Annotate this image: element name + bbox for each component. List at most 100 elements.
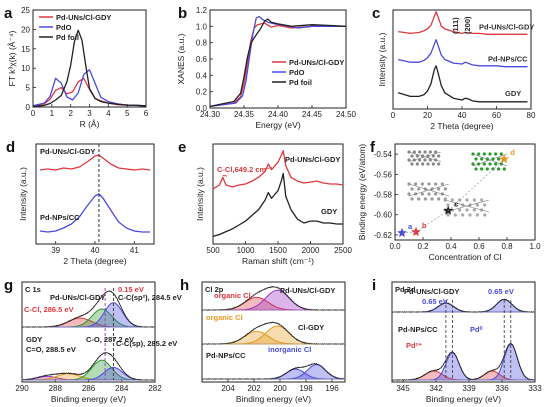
spectrum-annotation: organic Cl <box>206 313 243 322</box>
atom <box>491 167 495 171</box>
x-tick-label: 6 <box>144 109 149 118</box>
atom <box>482 152 486 156</box>
panel-c: 0 20 40 60 80 2 Theta (degree) Intensity (a.u.… <box>372 5 536 131</box>
point-label: d <box>510 148 515 157</box>
atom <box>502 167 506 171</box>
x-tick-label: 40 <box>458 111 467 120</box>
spectrum-annotation: Pd-UNs/Cl-GDY <box>404 287 459 296</box>
panel-label-d: d <box>6 139 15 156</box>
x-tick-label: 198 <box>299 384 313 393</box>
spectrum-annotation: C-O, 287.2 eV <box>86 335 134 344</box>
x-tick-label: 5 <box>125 109 130 118</box>
panel-i: 345 342 339 336 333 Binding energy (eV) Pd-UNs… <box>372 277 542 404</box>
atom <box>483 203 487 207</box>
spectrum-annotation: Pd-UNs/Cl-GDY <box>280 286 335 295</box>
legend-entry: PdO <box>289 68 305 77</box>
x-tick-label: 204 <box>221 384 235 393</box>
atom <box>497 167 501 171</box>
spectrum-annotation: organic Cl <box>214 291 251 300</box>
spectrum-annotation: inorganic Cl <box>268 345 311 354</box>
x-tick-label: 2000 <box>302 246 320 255</box>
y-tick-label: 0.4 <box>196 71 208 80</box>
x-tick-label: 1 <box>50 109 55 118</box>
x-tick-label: 0 <box>391 111 396 120</box>
x-tick-label: 345 <box>396 384 410 393</box>
x-tick-label: 2 <box>68 109 73 118</box>
y-axis-label: XANES (a.u.) <box>176 33 186 84</box>
legend-entry: Pd-UNs/Cl-GDY <box>56 13 111 22</box>
x-tick-label: 24.45 <box>302 110 323 119</box>
atom <box>428 150 432 154</box>
series-label: Pd-UNs/Cl-GDY <box>285 155 340 164</box>
y-tick-label: 0.2 <box>196 88 208 97</box>
atom <box>427 192 431 196</box>
series-line-b-0 <box>209 22 346 108</box>
y-axis-label: FT k³χ(k) (Å⁻⁴) <box>7 30 17 86</box>
atom <box>461 213 465 217</box>
plot-frame-a <box>32 9 147 108</box>
x-tick-label: 24.40 <box>268 110 289 119</box>
atom <box>414 182 418 186</box>
atom <box>474 167 478 171</box>
atom <box>494 162 498 166</box>
x-tick-label: 288 <box>49 384 63 393</box>
panel-h: 204 202 200 198 196 Binding energy (eV) organi… <box>180 277 346 404</box>
x-tick-label: 0.8 <box>501 242 513 251</box>
atom <box>407 192 411 196</box>
atom <box>494 152 498 156</box>
series-line-c-1 <box>398 39 528 68</box>
x-tick-label: 200 <box>273 384 287 393</box>
atom <box>499 152 503 156</box>
spectrum-title: Pd 3d <box>395 285 416 294</box>
spectrum-annotation: C=O, 288.5 eV <box>26 345 76 354</box>
atom <box>437 154 441 158</box>
atom <box>472 208 476 212</box>
x-tick-label: 342 <box>429 384 443 393</box>
plot-frame-f <box>394 143 536 241</box>
bond <box>408 151 442 162</box>
spectrum-annotation: Pd-NPs/CC <box>206 351 246 360</box>
x-tick-label: 24.50 <box>336 110 357 119</box>
atom <box>475 213 479 217</box>
atom <box>446 203 450 207</box>
series-line-a-0 <box>32 77 147 107</box>
series-line-e-0 <box>212 150 344 190</box>
spectrum-line <box>21 351 156 382</box>
structure-gdy-top <box>407 150 442 166</box>
spectrum-annotation: 0.15 eV <box>118 285 144 294</box>
atom <box>465 208 469 212</box>
atom <box>437 197 441 201</box>
x-tick-label: 1000 <box>237 246 255 255</box>
panel-label-f: f <box>370 139 376 156</box>
spectrum-annotation: Pd⁰ <box>470 325 484 334</box>
atom <box>480 167 484 171</box>
x-axis-label: Binding energy (eV) <box>426 394 501 404</box>
atom <box>415 162 419 166</box>
atom <box>410 154 414 158</box>
atom <box>488 152 492 156</box>
spectrum-title: C 1s <box>25 285 41 294</box>
atom <box>423 197 427 201</box>
spectrum-annotation: 0.65 eV <box>488 287 514 296</box>
atom <box>420 192 424 196</box>
x-tick-label: 39 <box>51 246 60 255</box>
atom <box>477 152 481 156</box>
atom <box>421 162 425 166</box>
atom <box>437 162 441 166</box>
atom <box>482 162 486 166</box>
x-tick-label: 60 <box>492 111 501 120</box>
plot-frame-i <box>391 281 536 383</box>
atom <box>434 150 438 154</box>
y-tick-label: 10 <box>21 64 30 73</box>
atom <box>453 213 457 217</box>
atom <box>427 182 431 186</box>
atom <box>410 197 414 201</box>
atom <box>410 187 414 191</box>
atom <box>483 213 487 217</box>
x-tick-label: 4 <box>106 109 111 118</box>
x-axis-label: R (Å) <box>80 119 100 129</box>
spectrum-annotation: Pd-UNs/Cl-GDY <box>50 293 105 302</box>
atom <box>443 187 447 191</box>
panel-label-b: b <box>178 5 187 22</box>
panel-label-i: i <box>372 277 376 294</box>
